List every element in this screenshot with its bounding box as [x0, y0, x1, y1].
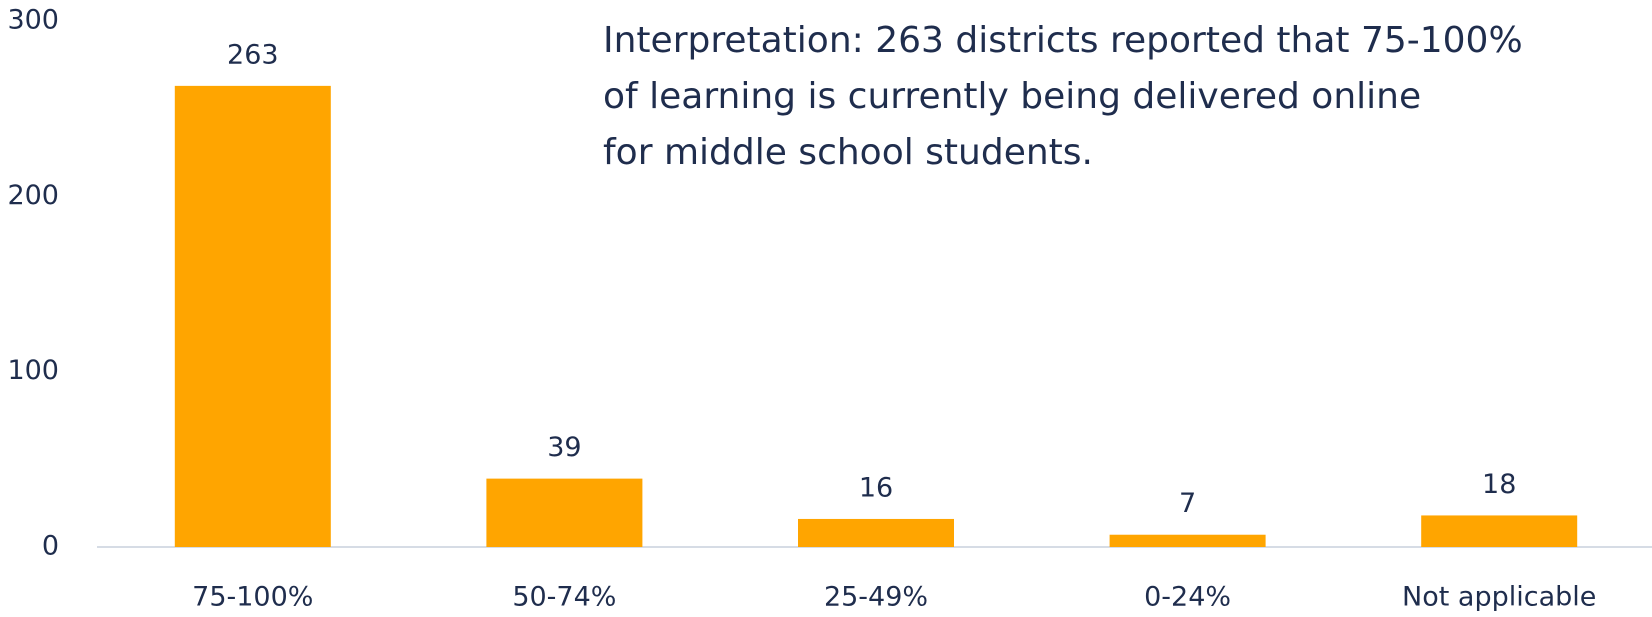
x-tick-label: Not applicable [1402, 582, 1596, 613]
y-tick-label: 200 [7, 180, 59, 211]
x-tick-label: 25-49% [824, 582, 928, 613]
y-tick-label: 300 [7, 5, 59, 36]
data-label: 16 [859, 472, 893, 503]
bar [486, 478, 643, 547]
data-label: 263 [227, 39, 279, 70]
data-label: 39 [547, 432, 581, 463]
y-tick-label: 0 [42, 531, 59, 562]
annotation: Interpretation: 263 districts reported t… [603, 20, 1523, 61]
x-tick-label: 75-100% [192, 582, 313, 613]
data-label: 7 [1179, 488, 1196, 519]
x-tick-label: 0-24% [1144, 582, 1231, 613]
annotation: of learning is currently being delivered… [603, 76, 1421, 117]
annotation: for middle school students. [603, 132, 1093, 173]
bar [174, 85, 331, 547]
bar [1421, 515, 1578, 547]
y-tick-label: 100 [7, 355, 59, 386]
bar [1109, 534, 1266, 547]
x-tick-label: 50-74% [512, 582, 616, 613]
bar [798, 518, 954, 547]
data-label: 18 [1482, 469, 1516, 500]
